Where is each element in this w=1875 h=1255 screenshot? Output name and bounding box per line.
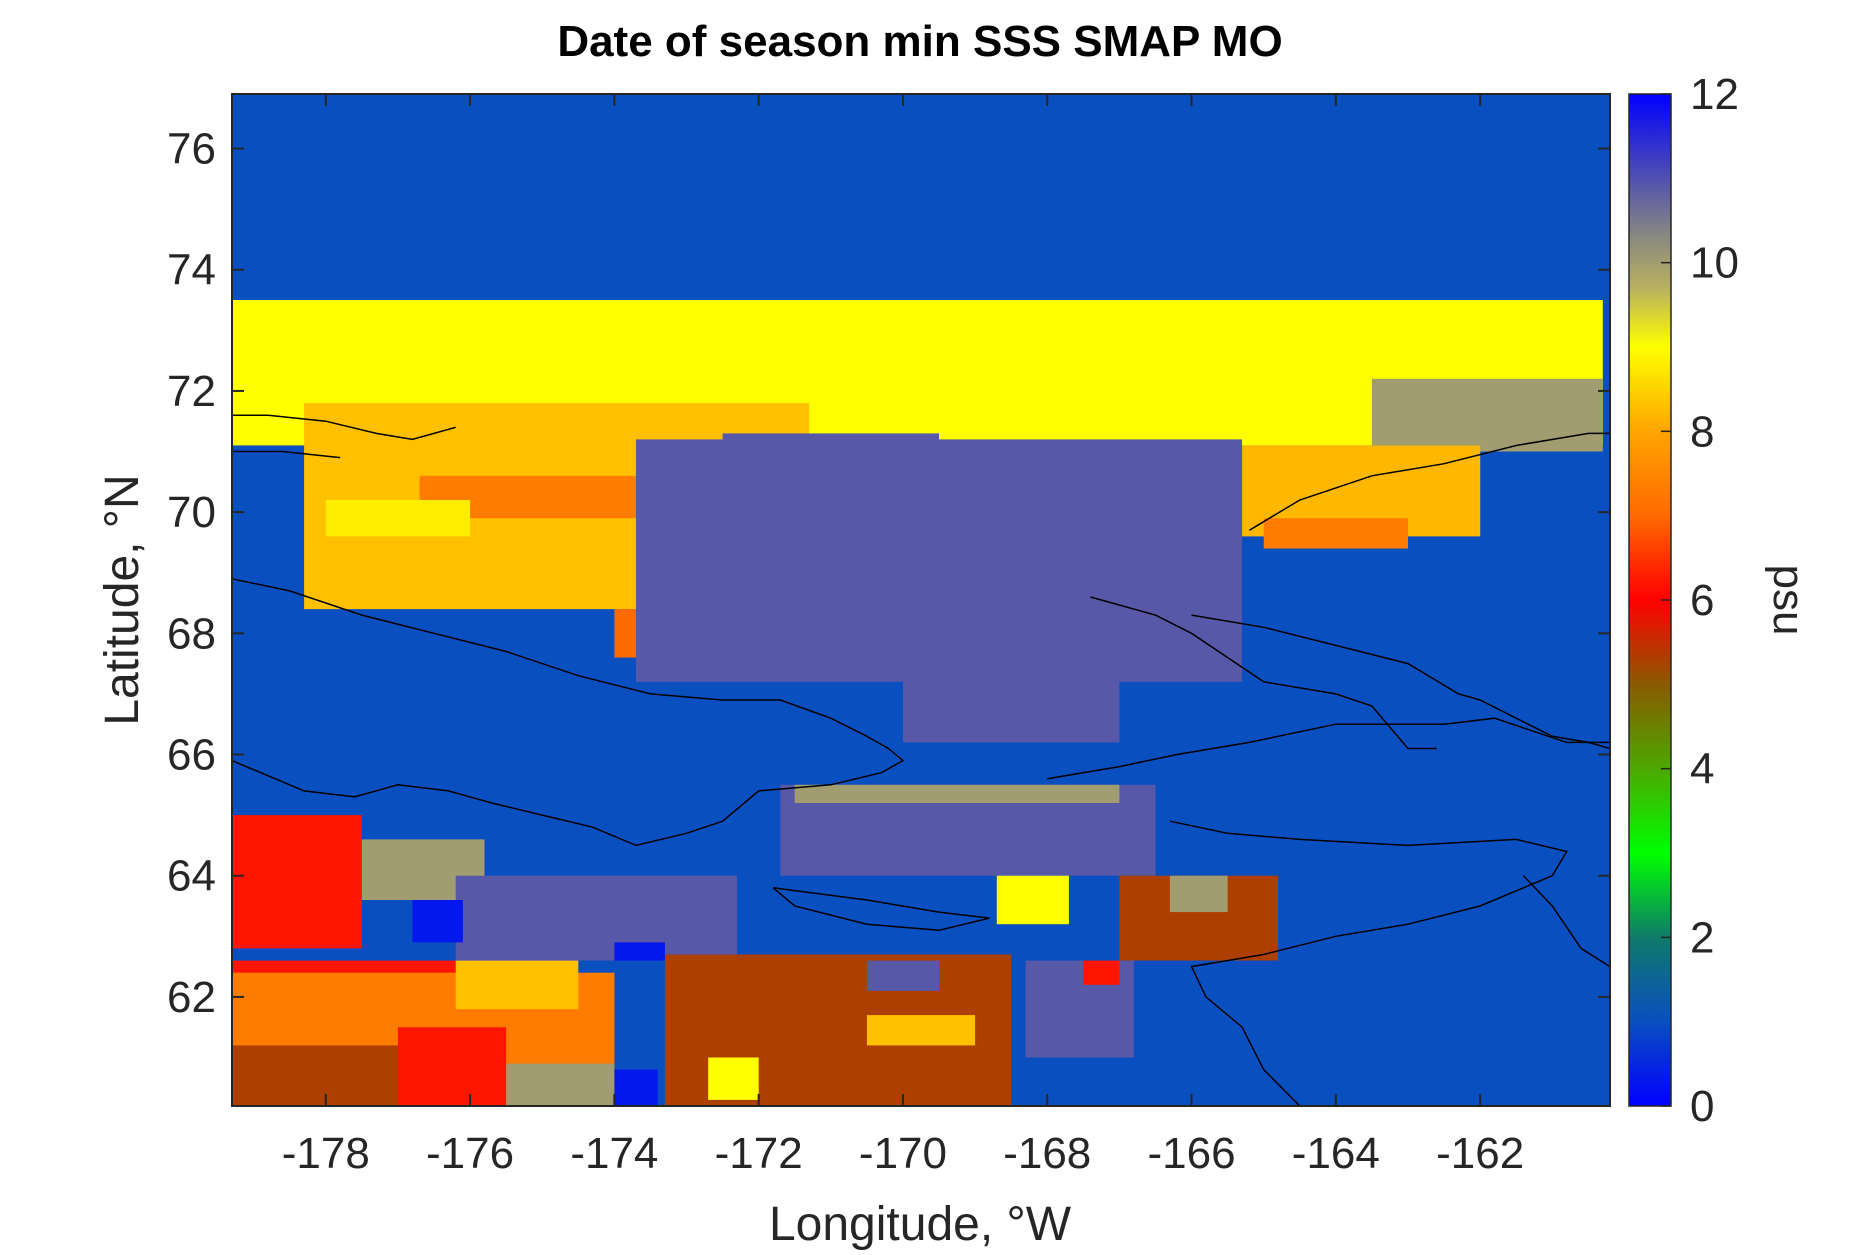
x-tick-label: -176 xyxy=(426,1129,514,1178)
x-tick-label: -168 xyxy=(1003,1129,1091,1178)
heatmap-cell xyxy=(996,875,1069,925)
coastline xyxy=(1169,820,1568,1107)
coastline xyxy=(1191,614,1611,750)
colorbar-tick-label: 8 xyxy=(1690,407,1714,456)
coastline xyxy=(1090,596,1437,750)
heatmap-cell xyxy=(325,500,471,537)
heatmap-layer xyxy=(232,94,1610,1106)
heatmap-cell xyxy=(903,663,1120,743)
y-tick-label: 72 xyxy=(167,367,216,416)
coastline xyxy=(231,578,905,847)
colorbar-tick-label: 12 xyxy=(1690,70,1739,119)
heatmap-cell xyxy=(455,960,579,1010)
coastline xyxy=(232,414,456,441)
x-tick-label: -172 xyxy=(715,1129,803,1178)
y-tick-label: 62 xyxy=(167,973,216,1022)
heatmap-cell xyxy=(866,960,939,991)
heatmap-cell xyxy=(397,1027,507,1106)
colorbar-tick-label: 2 xyxy=(1690,913,1714,962)
colorbar-tick-label: 6 xyxy=(1690,576,1714,625)
heatmap-cell xyxy=(614,1069,658,1106)
heatmap-cell xyxy=(614,942,665,961)
x-tick-label: -174 xyxy=(570,1129,658,1178)
heatmap-cell xyxy=(1263,518,1408,549)
heatmap-cell xyxy=(636,439,1242,682)
coastline xyxy=(232,450,341,459)
colorbar-ticks: 0 2 4 6 8 10 12 xyxy=(1661,70,1739,1131)
coastline xyxy=(772,887,990,932)
x-tick-label: -164 xyxy=(1292,1129,1380,1178)
y-axis-label: Latitude, °N xyxy=(96,474,149,725)
heatmap-cell xyxy=(1371,378,1603,452)
y-tick-label: 76 xyxy=(167,125,216,174)
coastline xyxy=(1522,875,1611,968)
heatmap-cell xyxy=(506,1063,615,1106)
y-tick-label: 70 xyxy=(167,488,216,537)
axes-frame xyxy=(231,93,1611,1107)
heatmap-cell xyxy=(866,1015,976,1046)
x-tick-label: -170 xyxy=(859,1129,947,1178)
colorbar-tick-label: 4 xyxy=(1690,745,1714,794)
heatmap-cell xyxy=(1083,960,1120,985)
x-tick-label: -162 xyxy=(1436,1129,1524,1178)
heatmap-cell xyxy=(722,433,939,476)
colorbar-label: psu xyxy=(1764,565,1813,636)
y-tick-label: 66 xyxy=(167,731,216,780)
heatmap-cell xyxy=(1169,875,1228,913)
colorbar-tick-label: 0 xyxy=(1690,1082,1714,1131)
x-axis-label: Longitude, °W xyxy=(769,1198,1072,1250)
colorbar-tick-label: 10 xyxy=(1690,239,1739,288)
y-axis-ticks: 62 64 66 68 70 72 74 76 xyxy=(167,125,1610,1022)
coastline xyxy=(1248,432,1610,531)
heatmap-cell xyxy=(794,784,1120,803)
x-tick-label: -166 xyxy=(1148,1129,1236,1178)
y-tick-label: 74 xyxy=(167,246,216,295)
coastline xyxy=(1047,717,1610,780)
coastline-layer xyxy=(231,414,1611,1107)
heatmap-cell xyxy=(412,900,463,943)
chart-title: Date of season min SSS SMAP MO xyxy=(557,17,1282,66)
y-tick-label: 68 xyxy=(167,609,216,658)
heatmap-cell xyxy=(708,1057,759,1100)
heatmap-cell xyxy=(455,875,738,961)
heatmap-cell xyxy=(232,815,362,949)
x-axis-ticks: -178 -176 -174 -172 -170 -168 -166 -164 -162 xyxy=(282,94,1524,1178)
x-tick-label: -178 xyxy=(282,1129,370,1178)
y-tick-label: 64 xyxy=(167,852,216,901)
